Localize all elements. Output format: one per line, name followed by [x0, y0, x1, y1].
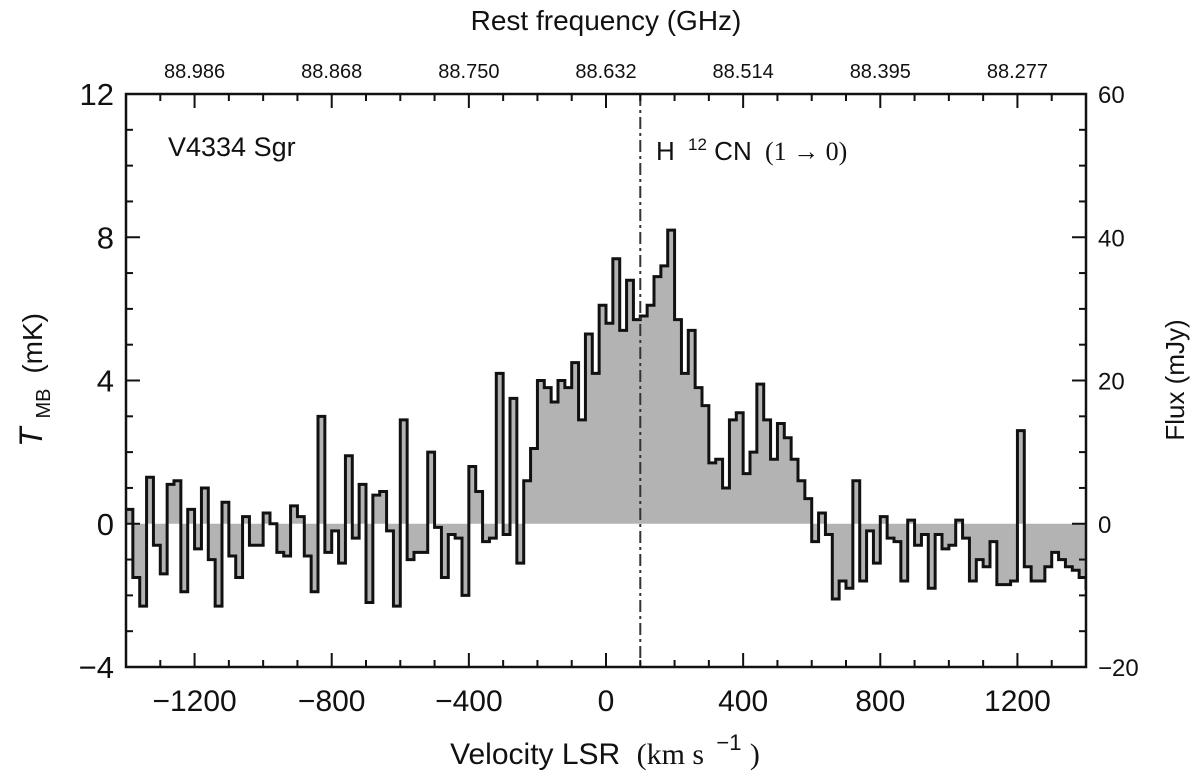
x-axis-label: Velocity LSR — [450, 738, 620, 771]
freq-tick-label: 88.514 — [713, 61, 774, 83]
freq-tick-label: 88.395 — [850, 61, 911, 83]
transition-label: H 12 CN (1 → 0) — [656, 126, 847, 166]
y2-tick-label: 0 — [1098, 512, 1111, 539]
x-tick-label: 400 — [718, 685, 768, 718]
x-axis-title: Velocity LSR (km s −1 ) — [450, 724, 760, 771]
x-tick-label: 1200 — [984, 685, 1051, 718]
spectrum-step-line — [126, 228, 1086, 608]
x-tick-label: −800 — [298, 685, 366, 718]
y-tick-label: 8 — [97, 220, 114, 255]
y-axis-subscript: MB — [33, 389, 55, 419]
x-tick-label: 0 — [598, 685, 615, 718]
transition-label-quantum: (1 → 0) — [765, 137, 847, 166]
freq-tick-label: 88.868 — [301, 61, 362, 83]
x-tick-label: 800 — [855, 685, 905, 718]
freq-tick-label: 88.277 — [987, 61, 1048, 83]
y2-tick-label: 60 — [1098, 82, 1125, 109]
x-axis-unit-exponent: −1 — [716, 730, 741, 755]
y-tick-label: 0 — [97, 507, 114, 542]
y-axis-title: T MB (mK) — [13, 313, 57, 447]
x-tick-label: −400 — [435, 685, 503, 718]
transition-label-prefix: H — [656, 136, 675, 166]
y-tick-label: 4 — [97, 364, 114, 399]
freq-tick-label: 88.986 — [164, 61, 225, 83]
transition-label-molecule: CN — [714, 136, 752, 166]
spectrum-group — [126, 228, 1086, 608]
freq-tick-label: 88.750 — [438, 61, 499, 83]
spectrum-fill — [126, 230, 1086, 607]
transition-label-isotope: 12 — [688, 135, 707, 154]
y-tick-label: 12 — [80, 77, 114, 112]
freq-tick-label: 88.632 — [575, 61, 636, 83]
y-tick-label: −4 — [79, 650, 114, 685]
axis-ticks — [125, 93, 1087, 668]
y2-tick-label: 20 — [1098, 369, 1125, 396]
y2-tick-label: 40 — [1098, 225, 1125, 252]
x-axis-unit-close: ) — [750, 738, 760, 771]
y-axis-unit: (mK) — [17, 313, 48, 374]
y-axis-symbol: T — [13, 425, 49, 447]
y2-axis-title: Flux (mJy) — [1160, 319, 1190, 440]
y2-tick-label: −20 — [1098, 655, 1139, 682]
object-label: V4334 Sgr — [168, 132, 296, 162]
x-axis-unit-open: (km s — [637, 738, 705, 771]
top-axis-title: Rest frequency (GHz) — [471, 5, 742, 36]
x-tick-label: −1200 — [152, 685, 236, 718]
